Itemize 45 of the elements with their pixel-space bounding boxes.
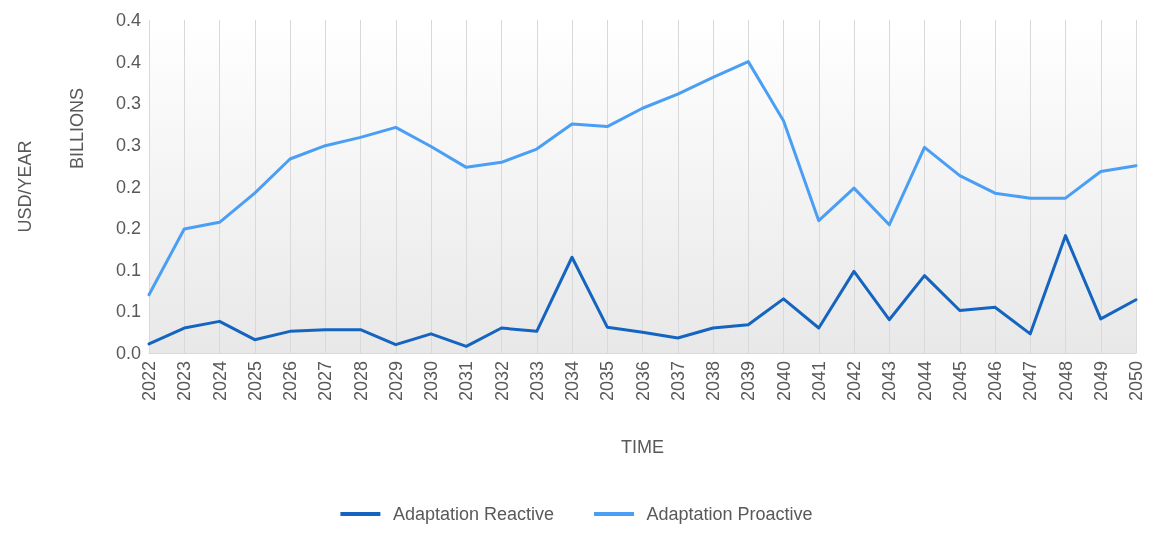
line-series — [147, 234, 1138, 348]
legend-label: Adaptation Reactive — [392, 504, 555, 524]
legend-label: Adaptation Proactive — [646, 504, 813, 524]
x-tick-label: 2022 — [139, 361, 159, 402]
y-tick-label: 0.0 — [115, 343, 141, 363]
x-tick-label: 2032 — [491, 361, 512, 402]
x-tick-label: 2047 — [1020, 361, 1041, 402]
x-tick-label: 2045 — [949, 361, 970, 402]
x-tick-label: 2038 — [703, 361, 723, 402]
text: BILLIONS — [67, 87, 87, 170]
y-tick-label: 0.4 — [115, 10, 141, 30]
x-tick-label: 2037 — [667, 361, 688, 402]
x-tick-label: 2049 — [1090, 361, 1111, 402]
x-tick-label: 2025 — [244, 361, 265, 402]
y-tick-label: 0.3 — [115, 134, 141, 155]
x-tick-label: 2044 — [914, 361, 935, 402]
x-tick-label: 2024 — [209, 361, 230, 402]
x-tick-label: 2046 — [985, 361, 1005, 402]
x-tick-label: 2028 — [350, 361, 371, 402]
x-tick-label: 2029 — [385, 361, 406, 402]
x-axis-title: TIME — [621, 437, 664, 457]
x-tick-label: 2035 — [597, 361, 618, 402]
y-tick-label: 0.1 — [115, 301, 141, 322]
x-tick-label: 2040 — [773, 361, 794, 402]
x-tick-label: 2034 — [562, 361, 582, 402]
y-axis-title: USD/YEAR — [15, 140, 35, 233]
y-tick-label: 0.3 — [115, 93, 141, 114]
x-tick-label: 2041 — [808, 361, 829, 402]
x-tick-label: 2036 — [632, 361, 653, 402]
y-tick-label: 0.1 — [115, 259, 141, 280]
x-tick-label: 2043 — [879, 361, 900, 402]
y-tick-label: 0.2 — [115, 218, 141, 239]
x-tick-label: 2042 — [844, 361, 864, 402]
x-tick-label: 2027 — [315, 361, 336, 402]
y-tick-label: 0.4 — [115, 51, 141, 72]
x-tick-label: 2026 — [280, 361, 300, 402]
x-tick-label: 2023 — [174, 361, 195, 402]
x-tick-label: 2033 — [526, 361, 547, 402]
x-tick-label: 2050 — [1126, 361, 1146, 402]
x-tick-label: 2039 — [738, 361, 759, 402]
y-tick-label: 0.2 — [115, 176, 141, 197]
line-series — [147, 60, 1138, 297]
x-tick-label: 2048 — [1055, 361, 1076, 402]
x-tick-label: 2030 — [421, 361, 441, 402]
x-tick-label: 2031 — [456, 361, 477, 402]
